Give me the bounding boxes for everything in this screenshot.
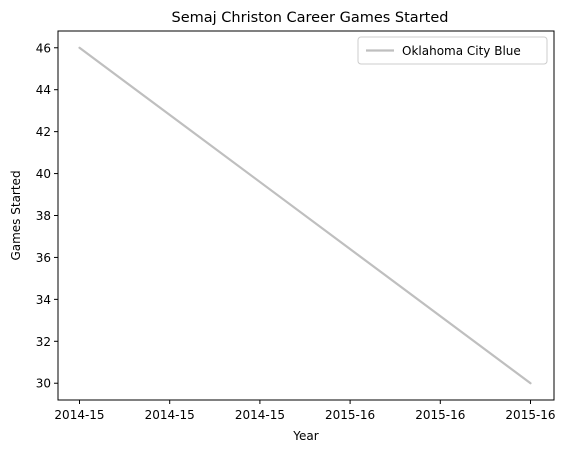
y-tick-label: 32: [36, 335, 51, 349]
y-tick-label: 36: [36, 251, 51, 265]
legend-label: Oklahoma City Blue: [402, 44, 521, 58]
y-tick-label: 44: [36, 83, 51, 97]
y-tick-label: 34: [36, 293, 51, 307]
series-layer: [78, 46, 532, 385]
legend: Oklahoma City Blue: [357, 36, 548, 65]
y-axis-label: Games Started: [9, 170, 23, 260]
series-line: [78, 46, 532, 385]
y-tick-label: 30: [36, 377, 51, 391]
y-tick-label: 38: [36, 209, 51, 223]
x-tick-label: 2014-15: [235, 408, 285, 422]
y-tick-label: 46: [36, 41, 51, 55]
x-tick-label: 2015-16: [325, 408, 375, 422]
x-tick-label: 2014-15: [145, 408, 195, 422]
x-tick-label: 2015-16: [505, 408, 555, 422]
y-axis: 30 32 34 36 38 40 42 44 46: [36, 41, 58, 391]
x-tick-label: 2014-15: [54, 408, 104, 422]
y-tick-label: 40: [36, 167, 51, 181]
y-tick-label: 42: [36, 125, 51, 139]
legend-box: [357, 36, 548, 65]
x-axis: 2014-15 2014-15 2014-15 2015-16 2015-16 2015-…: [54, 400, 556, 422]
x-tick-label: 2015-16: [415, 408, 465, 422]
chart-title: Semaj Christon Career Games Started: [172, 10, 449, 26]
x-axis-label: Year: [292, 429, 318, 443]
